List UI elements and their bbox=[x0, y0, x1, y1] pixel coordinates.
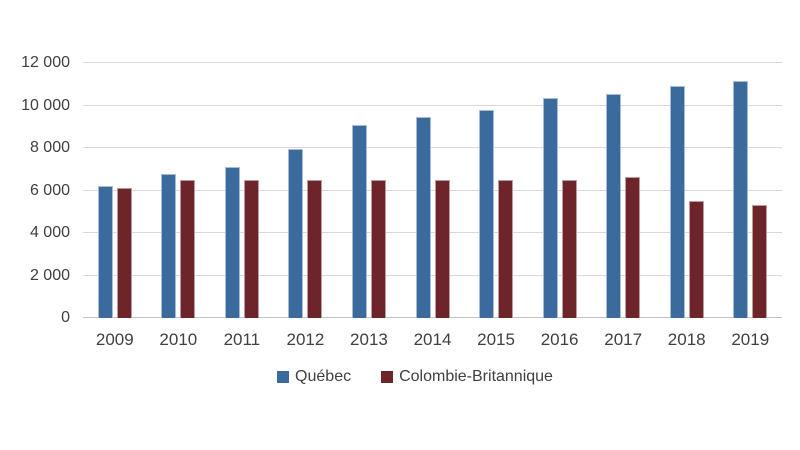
x-axis-label-2016: 2016 bbox=[540, 330, 579, 349]
y-axis-tick-label-4000: 4 000 bbox=[29, 224, 70, 241]
bar-colombie-britannique-2015 bbox=[498, 179, 514, 318]
bar-group-2019 bbox=[718, 63, 782, 318]
bar-group-2011 bbox=[210, 63, 274, 318]
bar-quebec-2019 bbox=[733, 81, 749, 318]
plot-area bbox=[83, 62, 782, 318]
bar-groups bbox=[83, 63, 782, 318]
bar-colombie-britannique-2013 bbox=[370, 179, 386, 318]
gridline-12000 bbox=[83, 62, 782, 63]
x-axis-label-2019: 2019 bbox=[731, 330, 770, 349]
bar-quebec-2009 bbox=[97, 186, 113, 318]
bar-group-2017 bbox=[591, 63, 655, 318]
x-axis-label-2015: 2015 bbox=[477, 330, 515, 349]
gridline-2000 bbox=[83, 274, 782, 276]
x-axis-labels: 2009 2010 2011 2012 2013 2014 2015 2016 2017 2018… bbox=[83, 330, 782, 350]
bar-group-2016 bbox=[528, 63, 592, 318]
y-axis-tick-label-6000: 6 000 bbox=[29, 181, 70, 199]
gridline-0 bbox=[83, 317, 782, 318]
bar-group-2009 bbox=[83, 63, 147, 318]
x-axis-label-2013: 2013 bbox=[350, 330, 388, 349]
bar-group-2013 bbox=[337, 63, 401, 318]
bar-group-2012 bbox=[274, 63, 338, 318]
bar-colombie-britannique-2012 bbox=[307, 179, 323, 318]
bar-colombie-britannique-2010 bbox=[180, 179, 196, 318]
x-axis-label-2018: 2018 bbox=[667, 330, 706, 349]
bar-quebec-2015 bbox=[479, 109, 495, 318]
bar-quebec-2013 bbox=[351, 124, 367, 318]
x-axis-label-2017: 2017 bbox=[604, 330, 643, 349]
x-axis-label-2009: 2009 bbox=[95, 330, 134, 349]
x-axis-label-2014: 2014 bbox=[413, 330, 452, 349]
x-axis-label-2011: 2011 bbox=[223, 330, 261, 349]
legend-swatch-icon-quebec bbox=[277, 371, 290, 383]
bar-quebec-2016 bbox=[542, 98, 558, 318]
y-axis-tick-label-8000: 8 000 bbox=[29, 139, 70, 156]
legend: Québec Colombie-Britannique bbox=[0, 368, 800, 386]
bar-group-2010 bbox=[147, 63, 211, 318]
gridline-4000 bbox=[83, 232, 782, 233]
bar-colombie-britannique-2018 bbox=[688, 201, 704, 318]
bar-group-2014 bbox=[401, 63, 465, 318]
bar-colombie-britannique-2019 bbox=[752, 205, 768, 318]
x-axis-label-2010: 2010 bbox=[159, 330, 198, 349]
y-axis-tick-label-0: 0 bbox=[61, 309, 70, 326]
bar-group-2018 bbox=[655, 63, 719, 318]
y-axis-tick-label-2000: 2 000 bbox=[29, 266, 70, 284]
bar-group-2015 bbox=[464, 63, 528, 318]
bar-quebec-2011 bbox=[224, 167, 240, 318]
legend-label-quebec: Québec bbox=[295, 368, 352, 385]
bar-quebec-2017 bbox=[606, 93, 622, 318]
y-axis-tick-label-10000: 10 000 bbox=[21, 96, 70, 114]
y-axis-tick-label-12000: 12 000 bbox=[21, 54, 70, 71]
legend-item-colombie-britannique: Colombie-Britannique bbox=[381, 368, 553, 386]
bar-colombie-britannique-2014 bbox=[434, 179, 450, 318]
legend-item-quebec: Québec bbox=[277, 368, 351, 386]
gridline-10000 bbox=[83, 104, 782, 106]
x-axis-label-2012: 2012 bbox=[286, 330, 325, 349]
bar-colombie-britannique-2011 bbox=[243, 179, 259, 318]
legend-swatch-icon-colombie-britannique bbox=[381, 371, 394, 383]
gridline-6000 bbox=[83, 189, 782, 191]
bar-quebec-2012 bbox=[288, 149, 304, 318]
gridline-8000 bbox=[83, 147, 782, 148]
bar-quebec-2018 bbox=[669, 86, 685, 318]
bar-colombie-britannique-2009 bbox=[116, 188, 132, 318]
legend-label-colombie-britannique: Colombie-Britannique bbox=[399, 368, 553, 385]
bar-colombie-britannique-2017 bbox=[625, 176, 641, 318]
bar-quebec-2014 bbox=[415, 117, 431, 318]
bar-colombie-britannique-2016 bbox=[561, 179, 577, 318]
bar-quebec-2010 bbox=[161, 173, 177, 318]
